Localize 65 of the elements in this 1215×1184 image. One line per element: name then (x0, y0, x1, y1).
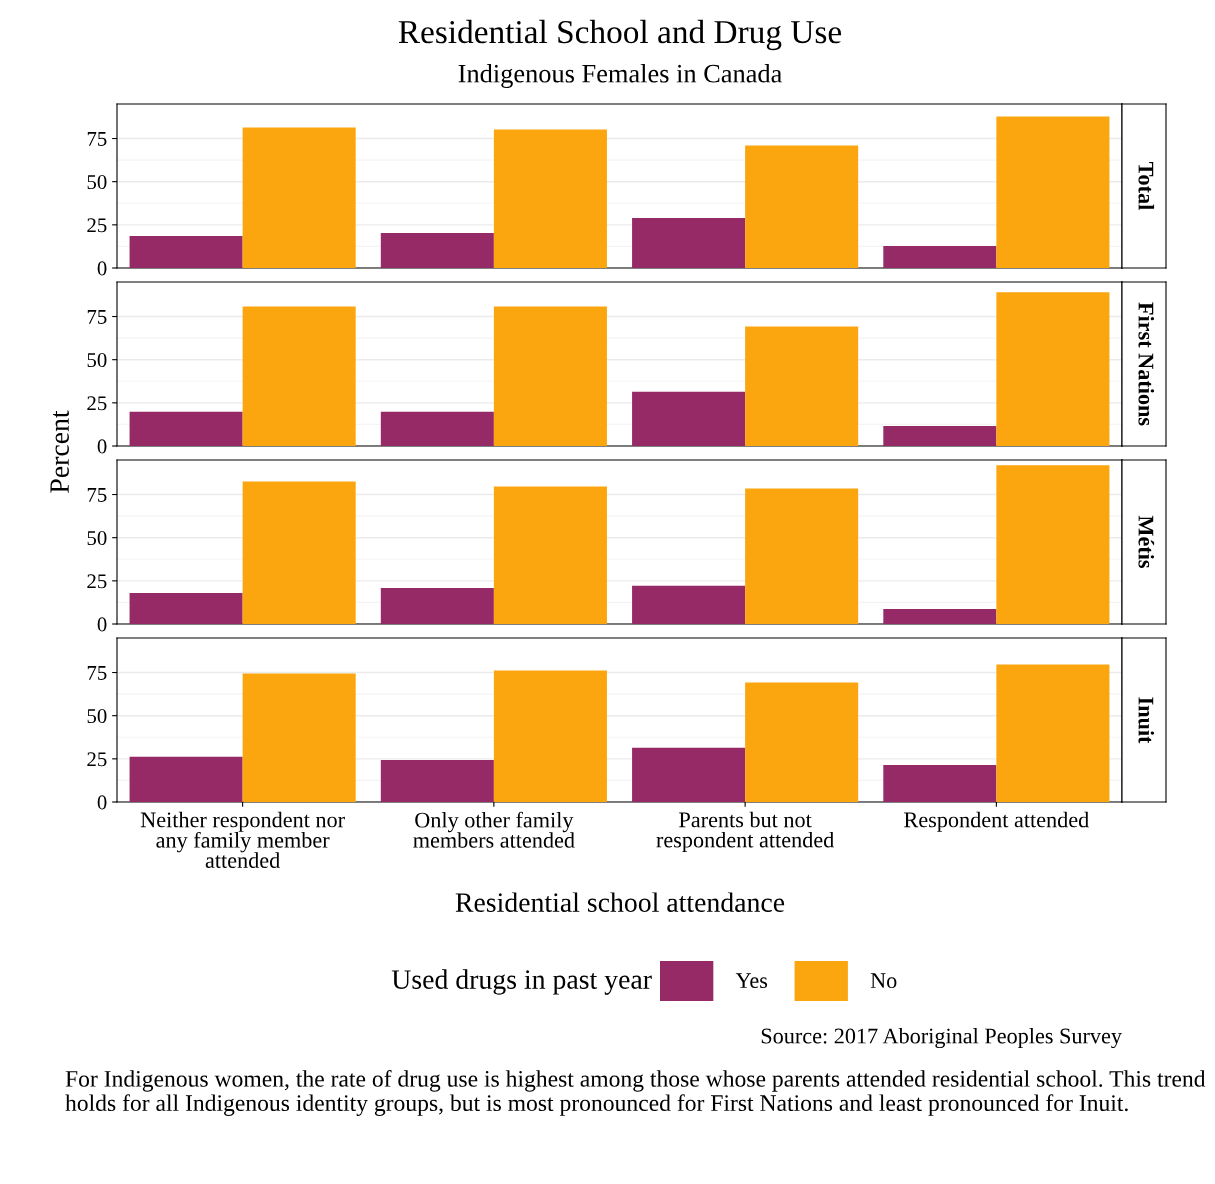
bar (883, 608, 997, 624)
bar (745, 145, 859, 268)
bar (883, 425, 997, 446)
y2-axis-title: Inuit (1138, 697, 1155, 744)
bar (996, 116, 1110, 268)
y2-axis-title: First Nations (1138, 302, 1155, 426)
bar (883, 764, 997, 802)
y-tick-label: 75 (87, 132, 107, 146)
y-tick-label: 0 (97, 261, 107, 276)
bar (380, 232, 494, 268)
y-tick-label: 25 (87, 752, 107, 767)
bar (996, 465, 1110, 624)
y-tick-label: 25 (87, 218, 107, 233)
y-tick-label: 25 (87, 396, 107, 411)
legend-title: Used drugs in past year (391, 969, 652, 995)
chart-subtitle: Indigenous Females in Canada (458, 64, 782, 88)
bar (493, 129, 607, 268)
bar (632, 217, 746, 268)
bar (996, 664, 1110, 802)
y-tick-label: 0 (97, 795, 107, 810)
legend-label: No (870, 973, 897, 989)
text: For Indigenous women, the rate of drug use is highest among those whose parents attended residential school. This trend holds for all Indigenous identity groups, but is most pronounced for First Nations and least pronounced for Inuit. (65, 1070, 1206, 1116)
y-tick-label: 50 (87, 531, 107, 546)
bar (242, 127, 356, 268)
bar (493, 306, 607, 446)
y-tick-label: 25 (87, 574, 107, 589)
bar (883, 245, 997, 268)
y-tick-label: 75 (87, 488, 107, 502)
y-tick-label: 50 (87, 175, 107, 190)
y-tick-label: 50 (87, 709, 107, 724)
chart-title: Residential School and Drug Use (398, 19, 842, 51)
bar (380, 411, 494, 446)
y-tick-label: 0 (97, 617, 107, 632)
bar (242, 481, 356, 624)
bar (129, 411, 243, 446)
y-tick-label: 50 (87, 353, 107, 368)
legend-label: Yes (735, 973, 768, 989)
bar (632, 747, 746, 802)
x-tick-label: Neither respondent nor any family member attended (140, 811, 345, 868)
x-tick-label: Parents but not respondent attended (656, 811, 835, 853)
y-tick-label: 75 (87, 310, 107, 324)
bar (632, 391, 746, 446)
y-tick-label: 75 (87, 666, 107, 680)
x-tick-label: Only other family members attended (413, 811, 575, 848)
bar (242, 306, 356, 446)
y2-axis-title: Total (1138, 162, 1155, 210)
y-tick-label: 0 (97, 439, 107, 454)
bar (745, 326, 859, 446)
bar (493, 670, 607, 802)
source-note: Source: 2017 Aboriginal Peoples Survey (761, 1027, 1122, 1049)
bar (129, 592, 243, 624)
y-axis-title: Percent (50, 410, 69, 493)
bar (632, 585, 746, 624)
bar (380, 759, 494, 802)
x-axis-title: Residential school attendance (455, 892, 785, 912)
y2-axis-title: Métis (1138, 515, 1155, 568)
bar (380, 587, 494, 624)
bar (129, 235, 243, 268)
bar (129, 756, 243, 802)
x-tick-label: Respondent attended (904, 811, 1089, 832)
bar (242, 673, 356, 802)
bar (996, 292, 1110, 446)
bar (745, 682, 859, 802)
bar (493, 486, 607, 624)
bar (745, 488, 859, 624)
